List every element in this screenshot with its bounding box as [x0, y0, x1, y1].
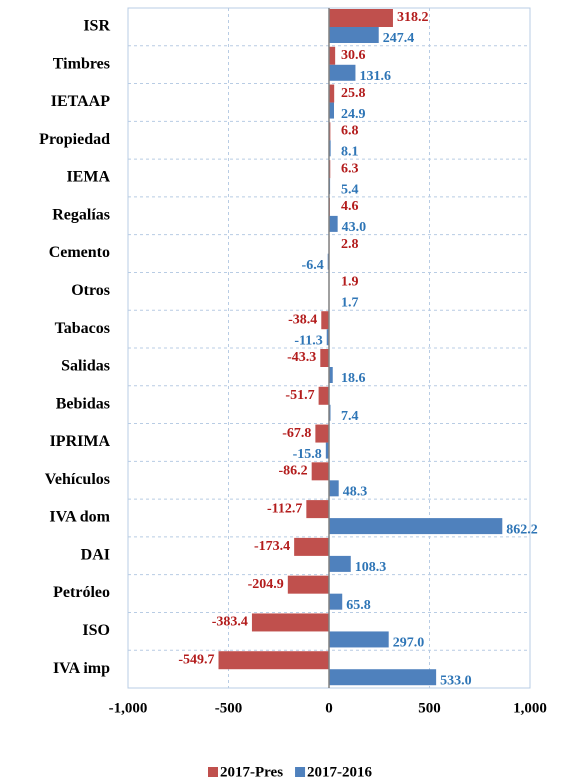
category-label: Vehículos — [45, 471, 110, 488]
data-label: 7.4 — [341, 409, 359, 424]
category-label: IEMA — [66, 169, 110, 186]
category-label: Petróleo — [53, 584, 110, 601]
bar — [329, 64, 356, 81]
bar — [329, 102, 335, 119]
bar — [326, 329, 329, 346]
category-label: Bebidas — [56, 395, 110, 412]
bar — [329, 46, 336, 65]
data-label: -173.4 — [254, 539, 290, 554]
category-label: DAI — [81, 546, 110, 563]
x-tick-label: -1,000 — [109, 700, 148, 716]
bar — [311, 462, 329, 481]
category-label: IVA imp — [53, 660, 110, 677]
bar — [329, 555, 351, 572]
bar — [329, 593, 343, 610]
bar — [321, 311, 329, 330]
bar — [329, 9, 393, 27]
data-label: 862.2 — [506, 522, 538, 537]
data-label: 6.8 — [341, 124, 359, 139]
data-label: 48.3 — [343, 485, 368, 500]
bar — [218, 651, 329, 670]
bar — [325, 442, 329, 459]
bar — [329, 480, 339, 497]
bar — [320, 349, 329, 367]
bar — [251, 613, 329, 632]
category-label: Cemento — [49, 244, 110, 261]
data-label: 30.6 — [341, 48, 366, 63]
bar — [315, 424, 329, 443]
bar — [329, 27, 379, 43]
legend-label: 2017-Pres — [220, 764, 283, 780]
bar — [294, 537, 329, 556]
bar — [329, 215, 338, 232]
data-label: -112.7 — [267, 501, 302, 516]
bar — [287, 575, 329, 594]
data-label: 318.2 — [397, 10, 429, 25]
x-tick-label: 1,000 — [513, 700, 547, 716]
x-tick-label: 0 — [325, 700, 333, 716]
category-label: Tabacos — [55, 320, 110, 337]
bar — [306, 500, 329, 519]
x-tick-label: -500 — [215, 700, 243, 716]
category-label: IVA dom — [49, 509, 110, 526]
data-label: -38.4 — [288, 312, 317, 327]
legend-swatch — [208, 767, 218, 777]
category-label: Otros — [71, 282, 110, 299]
data-label: -549.7 — [178, 652, 214, 667]
category-label: ISR — [83, 18, 110, 35]
data-label: 533.0 — [440, 673, 472, 688]
bar — [329, 518, 503, 535]
data-label: -6.4 — [302, 258, 324, 273]
category-label: IPRIMA — [50, 433, 111, 450]
data-label: -204.9 — [248, 577, 284, 592]
category-label: ISO — [82, 622, 110, 639]
data-label: -383.4 — [212, 615, 248, 630]
category-label: Propiedad — [39, 131, 110, 148]
bar — [318, 386, 329, 405]
category-label: Salidas — [61, 358, 110, 375]
data-label: 131.6 — [359, 69, 391, 84]
data-label: 1.9 — [341, 275, 359, 290]
x-tick-label: 500 — [418, 700, 441, 716]
data-label: 247.4 — [383, 31, 415, 46]
data-label: 4.6 — [341, 199, 359, 214]
data-label: -15.8 — [293, 447, 322, 462]
data-label: 297.0 — [393, 636, 425, 651]
data-label: -86.2 — [279, 464, 308, 479]
data-label: 6.3 — [341, 161, 359, 176]
data-label: 43.0 — [342, 220, 367, 235]
data-label: 65.8 — [346, 598, 371, 613]
data-label: 1.7 — [341, 296, 359, 311]
bar — [329, 140, 331, 157]
data-label: 25.8 — [341, 86, 366, 101]
bar — [329, 669, 437, 686]
data-label: 5.4 — [341, 182, 359, 197]
data-label: 24.9 — [341, 107, 366, 122]
bar — [329, 84, 335, 103]
category-label: Timbres — [53, 55, 110, 72]
bar — [329, 367, 333, 383]
data-label: -11.3 — [294, 333, 322, 348]
data-label: 108.3 — [355, 560, 387, 575]
data-label: -67.8 — [282, 426, 311, 441]
data-label: 18.6 — [341, 371, 366, 386]
data-label: 2.8 — [341, 237, 359, 252]
legend-swatch — [295, 767, 306, 777]
bar — [329, 631, 389, 648]
legend-label: 2017-2016 — [307, 764, 372, 780]
data-label: -51.7 — [285, 388, 314, 403]
data-label: -43.3 — [287, 350, 316, 365]
data-label: 8.1 — [341, 145, 359, 160]
category-label: IETAAP — [51, 93, 110, 110]
category-label: Regalías — [52, 206, 110, 223]
